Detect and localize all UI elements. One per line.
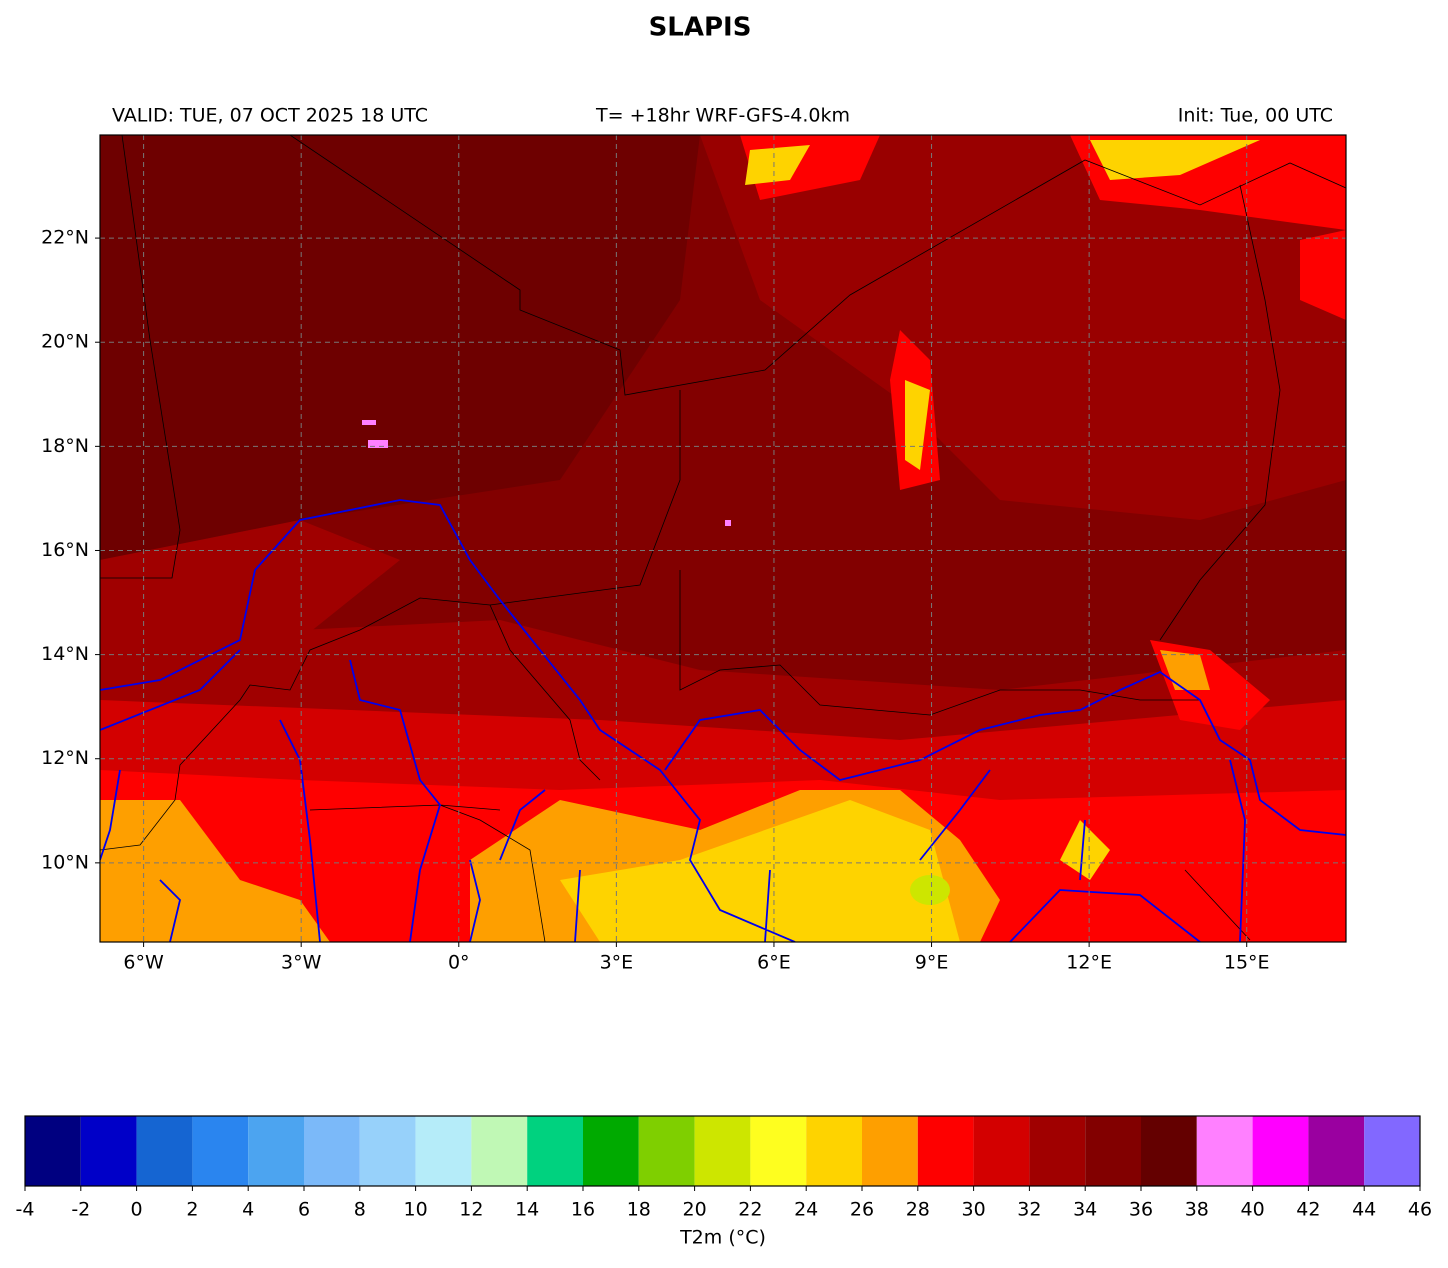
colorbar-swatch	[1029, 1116, 1086, 1186]
y-tick-label: 12°N	[41, 747, 89, 769]
colorbar-tick-label: 46	[1408, 1199, 1432, 1221]
colorbar-tick-label: -4	[16, 1199, 35, 1221]
colorbar-tick-label: 18	[627, 1199, 651, 1221]
colorbar-tick-label: 36	[1129, 1199, 1153, 1221]
x-tick-label: 0°	[448, 952, 470, 974]
colorbar-swatch	[1252, 1116, 1309, 1186]
colorbar-tick-label: 38	[1185, 1199, 1209, 1221]
colorbar-swatch	[304, 1116, 360, 1186]
colorbar-swatch	[136, 1116, 193, 1186]
colorbar-swatch	[25, 1116, 81, 1186]
colorbar-tick-label: 28	[906, 1199, 930, 1221]
map-frame	[99, 134, 1347, 943]
colorbar-swatch	[80, 1116, 137, 1186]
temperature-field	[100, 135, 1346, 942]
model-info: T= +18hr WRF-GFS-4.0km	[595, 105, 850, 127]
colorbar-tick-label: 42	[1296, 1199, 1320, 1221]
colorbar-swatch	[192, 1116, 249, 1186]
colorbar-tick-label: 12	[459, 1199, 483, 1221]
colorbar-tick-label: 24	[794, 1199, 818, 1221]
colorbar-tick-label: 40	[1241, 1199, 1265, 1221]
colorbar-frame	[24, 1115, 1421, 1187]
colorbar-tick-label: 30	[962, 1199, 986, 1221]
colorbar-swatch	[917, 1116, 974, 1186]
x-tick-label: 15°E	[1224, 952, 1270, 974]
colorbar-swatch	[806, 1116, 862, 1186]
colorbar-swatch	[583, 1116, 639, 1186]
colorbar-swatch	[638, 1116, 695, 1186]
x-tick-label: 6°E	[757, 952, 791, 974]
colorbar-swatch	[862, 1116, 918, 1186]
colorbar-tick-label: 4	[242, 1199, 254, 1221]
colorbar-tick-label: 16	[571, 1199, 595, 1221]
colorbar-tick-label: 14	[515, 1199, 539, 1221]
title: SLAPIS	[649, 13, 752, 43]
colorbar-tick-label: 10	[404, 1199, 428, 1221]
y-tick-label: 14°N	[41, 643, 89, 665]
colorbar-swatch	[1085, 1116, 1141, 1186]
colorbar-swatch	[750, 1116, 807, 1186]
colorbar: -4 -2 0 2 4 6 8 10 12 14 16 18 20 22 24 26 28 30 32 34 36 38 4…	[16, 1115, 1432, 1221]
colorbar-tick-label: 26	[850, 1199, 874, 1221]
y-tick-label: 10°N	[41, 851, 89, 873]
colorbar-swatch	[1141, 1116, 1197, 1186]
colorbar-swatch	[1308, 1116, 1365, 1186]
colorbar-tick-label: 22	[738, 1199, 762, 1221]
colorbar-tick-label: 44	[1352, 1199, 1376, 1221]
colorbar-swatch	[471, 1116, 528, 1186]
colorbar-swatch	[694, 1116, 751, 1186]
colorbar-swatch	[1196, 1116, 1253, 1186]
x-tick-label: 12°E	[1066, 952, 1112, 974]
colorbar-tick-label: 6	[298, 1199, 310, 1221]
colorbar-label: T2m (°C)	[679, 1227, 766, 1249]
colorbar-tick-label: 34	[1073, 1199, 1097, 1221]
valid-time: VALID: TUE, 07 OCT 2025 18 UTC	[112, 105, 428, 127]
boundaries	[100, 135, 1346, 942]
y-tick-label: 22°N	[41, 227, 89, 249]
colorbar-swatch	[1364, 1116, 1420, 1186]
colorbar-tick-label: 32	[1017, 1199, 1041, 1221]
colorbar-swatch	[415, 1116, 472, 1186]
y-tick-label: 20°N	[41, 331, 89, 353]
colorbar-swatch	[973, 1116, 1030, 1186]
colorbar-tick-label: 2	[186, 1199, 198, 1221]
colorbar-swatch	[248, 1116, 304, 1186]
colorbar-swatch	[527, 1116, 583, 1186]
x-tick-label: 6°W	[123, 952, 164, 974]
colorbar-tick-label: 8	[354, 1199, 366, 1221]
y-tick-label: 18°N	[41, 435, 89, 457]
x-tick-label: 9°E	[915, 952, 949, 974]
grid	[100, 135, 1346, 942]
x-tick-label: 3°W	[281, 952, 322, 974]
colorbar-tick-label: 20	[683, 1199, 707, 1221]
init-time: Init: Tue, 00 UTC	[1178, 105, 1333, 127]
colorbar-tick-label: -2	[71, 1199, 90, 1221]
x-tick-label: 3°E	[600, 952, 634, 974]
y-tick-label: 16°N	[41, 539, 89, 561]
colorbar-swatch	[359, 1116, 416, 1186]
colorbar-tick-label: 0	[131, 1199, 143, 1221]
